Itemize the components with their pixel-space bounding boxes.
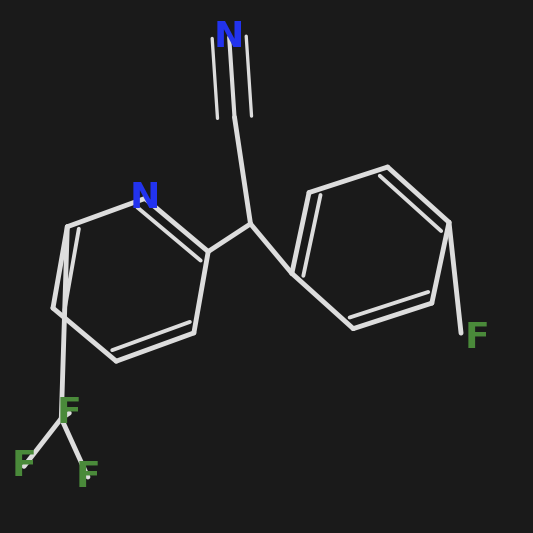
- Text: F: F: [76, 460, 100, 494]
- Text: N: N: [214, 20, 244, 54]
- Text: F: F: [12, 449, 36, 483]
- Text: N: N: [130, 181, 160, 215]
- Text: F: F: [465, 321, 489, 356]
- Text: F: F: [57, 396, 82, 430]
